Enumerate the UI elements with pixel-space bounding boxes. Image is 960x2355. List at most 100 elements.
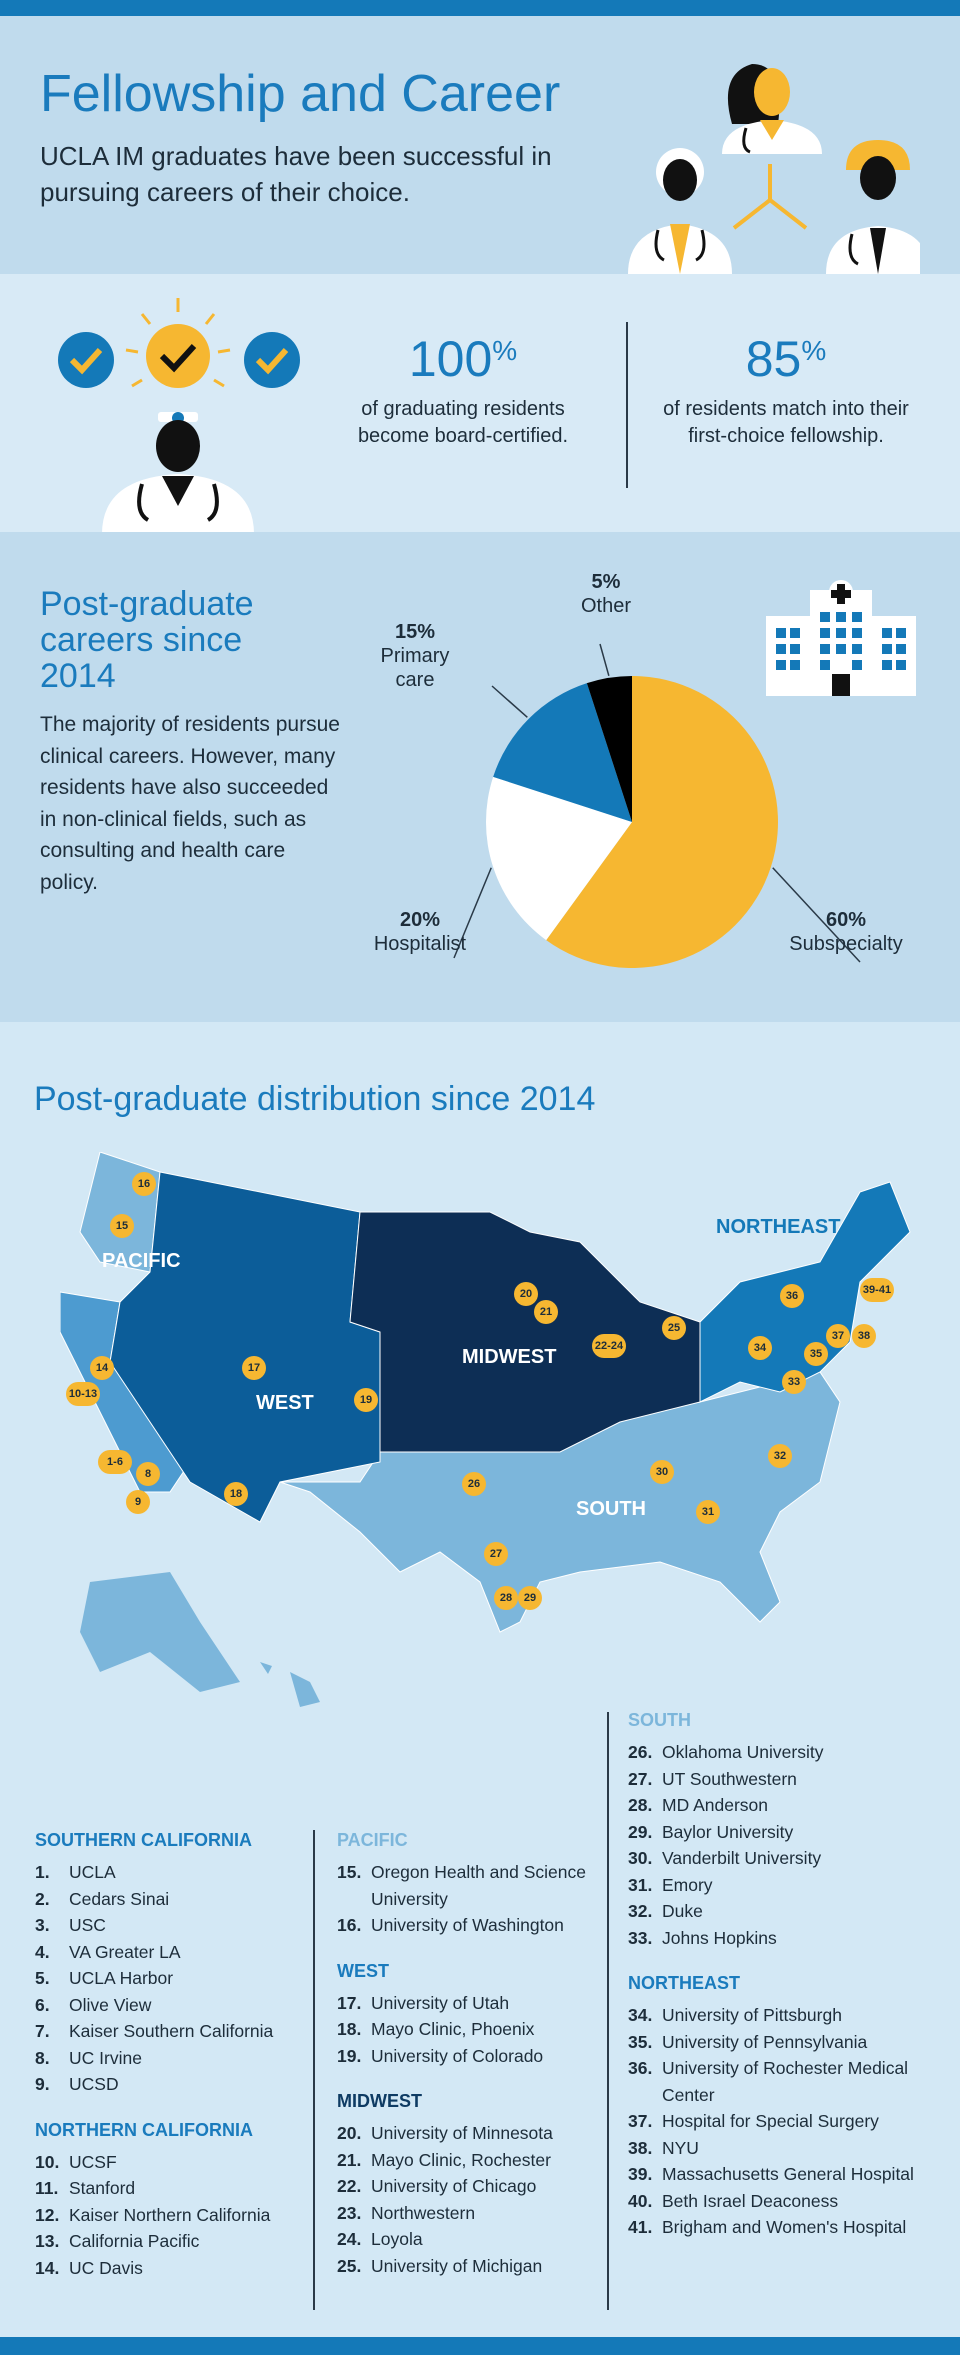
pie-label-other: 5% Other [556, 570, 656, 618]
list-item-number: 35. [628, 2031, 653, 2052]
list-item-number: 4. [35, 1941, 50, 1962]
list-item-number: 39. [628, 2164, 653, 2184]
list-item-name: Emory [662, 1874, 713, 1895]
list-item-name: Oklahoma University [662, 1742, 824, 1762]
list-item-name: Stanford [69, 2178, 136, 2198]
list-item-name: UCSD [69, 2074, 119, 2094]
list-item: 27. UT Southwestern [628, 1766, 928, 1793]
list-item-name: Cedars Sinai [69, 1888, 170, 1909]
female-doctor-icon [722, 64, 822, 154]
list-item-name: Brigham and Women's Hospital [662, 2217, 907, 2237]
check-icon-right [244, 332, 300, 388]
list-item-name: VA Greater LA [69, 1941, 181, 1962]
list-divider-right [607, 1712, 609, 2310]
list-item-number: 2. [35, 1888, 50, 1909]
region-label-midwest: MIDWEST [462, 1346, 557, 1368]
list-item-number: 11. [35, 2178, 59, 2198]
list-heading-midwest: MIDWEST [337, 2091, 422, 2111]
list-california: SOUTHERN CALIFORNIA 1. UCLA 2. Cedars Sina… [35, 1830, 305, 2281]
list-item-name: Northwestern [371, 2202, 476, 2223]
board-certified-value: 100 [408, 331, 493, 387]
careers-pie-chart [453, 643, 861, 968]
list-item: 26. Oklahoma University [628, 1739, 928, 1766]
list-item-number: 19. [337, 2045, 362, 2066]
list-item: 20. University of Minnesota [337, 2120, 599, 2147]
map-pin-28: 28 [494, 1586, 518, 1610]
list-item: 18. Mayo Clinic, Phoenix [337, 2016, 599, 2043]
list-item: 19. University of Colorado [337, 2043, 599, 2070]
list-item-number: 7. [35, 2021, 50, 2041]
map-pin-34: 34 [748, 1336, 772, 1360]
list-item: 34. University of Pittsburgh [628, 2002, 928, 2029]
list-item-name: University of Utah [371, 1992, 510, 2013]
list-item-number: 38. [628, 2137, 653, 2158]
doctor-icon [102, 412, 254, 534]
list-item-number: 29. [628, 1821, 653, 1842]
map-pin-39-41: 39-41 [860, 1278, 894, 1302]
map-pin-22-24: 22-24 [592, 1334, 626, 1358]
list-middle-column: PACIFIC 15. Oregon Health and Science Uni… [337, 1830, 599, 2279]
list-item-name: MD Anderson [662, 1795, 769, 1815]
map-pin-35: 35 [804, 1342, 828, 1366]
list-item: 28. MD Anderson [628, 1792, 928, 1819]
list-item-number: 3. [35, 1915, 50, 1935]
list-item-name: UC Davis [69, 2257, 143, 2278]
list-item-name: UT Southwestern [662, 1768, 797, 1789]
pie-label-hospitalist-value: 20% [399, 909, 441, 931]
map-pin-29: 29 [518, 1586, 542, 1610]
list-item-name: University of Rochester Medical Center [662, 2058, 909, 2105]
region-label-south: SOUTH [576, 1498, 646, 1520]
map-pin-36: 36 [780, 1284, 804, 1308]
list-heading-west: WEST [337, 1960, 389, 1981]
list-item: 4. VA Greater LA [35, 1939, 305, 1966]
stats-section: 100% of graduating residents become boar… [0, 274, 960, 534]
list-item: 37. Hospital for Special Surgery [628, 2108, 928, 2135]
pie-slice-subspecialty [546, 676, 778, 968]
list-item: 21. Mayo Clinic, Rochester [337, 2147, 599, 2174]
list-item-name: Mayo Clinic, Phoenix [371, 2019, 535, 2039]
list-item-number: 17. [337, 1992, 362, 2013]
list-item-number: 9. [35, 2074, 50, 2094]
bottom-accent-bar [0, 2337, 960, 2355]
pie-slice-primary-care [493, 683, 632, 822]
list-item: 29. Baylor University [628, 1819, 928, 1846]
list-item: 31. Emory [628, 1872, 928, 1899]
map-pin-18: 18 [224, 1482, 248, 1506]
list-item-number: 16. [337, 1915, 362, 1935]
list-item-number: 34. [628, 2005, 653, 2025]
map-pin-1-6: 1-6 [98, 1450, 132, 1474]
list-item-name: NYU [662, 2137, 699, 2158]
list-item-number: 25. [337, 2255, 362, 2276]
list-item-name: Kaiser Southern California [69, 2021, 274, 2041]
list-item: 39. Massachusetts General Hospital [628, 2161, 928, 2188]
list-item: 41. Brigham and Women's Hospital [628, 2214, 928, 2241]
map-pin-27: 27 [484, 1542, 508, 1566]
map-pin-38: 38 [852, 1324, 876, 1348]
careers-title: Post-graduate careers since 2014 [40, 585, 254, 695]
male-doctor-icon-left [628, 148, 732, 274]
list-item-name: Kaiser Northern California [69, 2204, 271, 2225]
board-certified-stat: 100% [333, 330, 593, 388]
list-item-name: University of Pennsylvania [662, 2031, 868, 2052]
map-pin-15: 15 [110, 1214, 134, 1238]
list-item-number: 12. [35, 2204, 60, 2225]
list-item-name: Massachusetts General Hospital [662, 2164, 914, 2184]
list-item-number: 1. [35, 1862, 50, 1882]
list-item: 33. Johns Hopkins [628, 1925, 928, 1952]
list-item: 25. University of Michigan [337, 2253, 599, 2280]
pie-leader-line [772, 867, 861, 963]
checkmark-doctor-illustration [58, 298, 300, 534]
pie-label-subspecialty-name: Subspecialty [789, 933, 903, 955]
list-item-number: 31. [628, 1874, 653, 1895]
list-item: 16. University of Washington [337, 1912, 599, 1939]
list-item-name: Beth Israel Deaconess [662, 2190, 839, 2211]
pie-label-primary-care-name: Primary care [380, 645, 450, 691]
sun-check-icon [125, 298, 231, 388]
list-item-name: California Pacific [69, 2231, 200, 2251]
map-pin-17: 17 [242, 1356, 266, 1380]
list-item-number: 40. [628, 2190, 653, 2211]
list-item: 24. Loyola [337, 2226, 599, 2253]
list-item-number: 41. [628, 2217, 653, 2237]
pie-label-subspecialty: 60% Subspecialty [766, 908, 926, 956]
list-item: 6. Olive View [35, 1992, 305, 2019]
